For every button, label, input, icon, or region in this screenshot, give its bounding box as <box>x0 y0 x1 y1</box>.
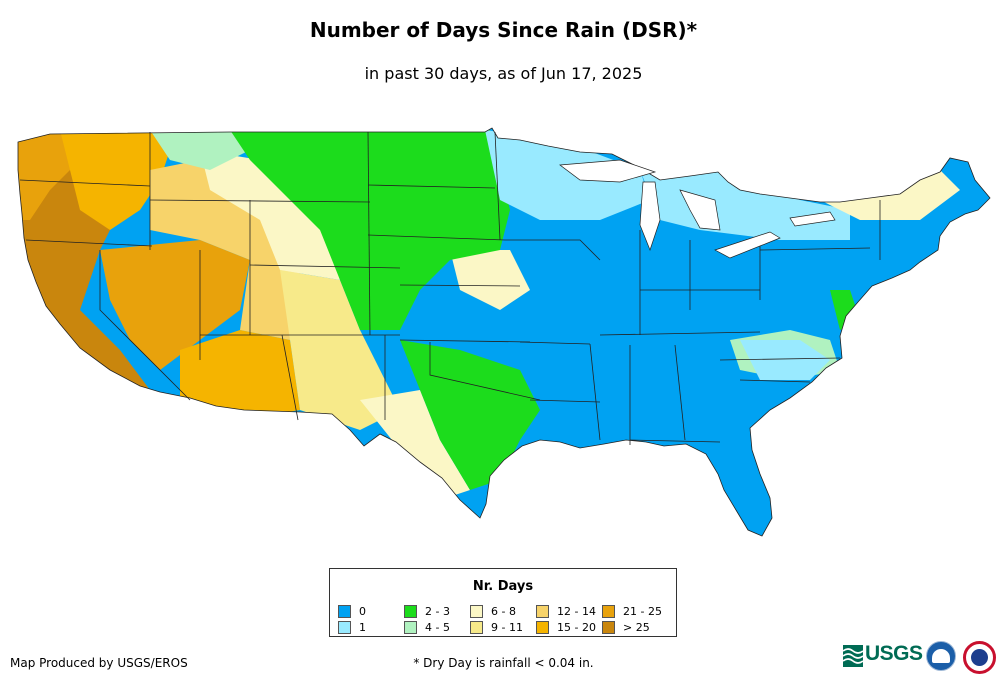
border-al-ga <box>674 344 686 441</box>
border-ne-ks <box>399 284 521 287</box>
border-nd-sd <box>367 184 496 189</box>
border-va-nc <box>719 357 841 361</box>
legend-item: 15 - 20 <box>536 619 602 635</box>
state-borders <box>17 127 991 537</box>
legend-item: 2 - 3 <box>404 603 470 619</box>
border-co-ks <box>249 264 401 269</box>
agency-logos: USGS <box>843 640 1001 674</box>
legend-item: 6 - 8 <box>470 603 536 619</box>
legend-swatch <box>602 620 615 634</box>
lake-erie <box>714 231 781 259</box>
map-title: Number of Days Since Rain (DSR)* <box>309 18 698 42</box>
border-ok-tx <box>429 342 541 401</box>
legend-label: 21 - 25 <box>623 604 662 618</box>
legend-swatch <box>470 604 483 618</box>
border-ca-nv <box>99 250 191 401</box>
map-subtitle: in past 30 days, as of Jun 17, 2025 <box>364 64 643 83</box>
footnote: * Dry Day is rainfall < 0.04 in. <box>413 656 594 670</box>
legend-grid: 0 1 2 - 3 4 - 5 6 - 8 9 - 11 12 - 14 15 - 20 21 … <box>338 603 668 635</box>
lake-superior <box>559 159 657 183</box>
map-credit: Map Produced by USGS/EROS <box>10 656 188 670</box>
border-mt-wy <box>149 199 371 203</box>
region-4-5-north <box>150 130 250 170</box>
region-2-3-plains <box>230 130 510 330</box>
legend: Nr. Days 0 1 2 - 3 4 - 5 6 - 8 9 - 11 12 - 14 1… <box>329 568 677 637</box>
noaa-bird-icon <box>932 649 950 663</box>
border-pa-ny <box>759 247 871 251</box>
region-15-20-sw <box>180 330 300 420</box>
legend-label: 12 - 14 <box>557 604 596 618</box>
usgs-wordmark: USGS <box>865 642 923 665</box>
border-tn-ky <box>599 331 761 336</box>
border-coast-outline <box>17 127 991 537</box>
region-1-north <box>485 130 650 220</box>
lake-ontario <box>789 211 836 227</box>
legend-label: 0 <box>359 604 366 618</box>
border-west-dakotas <box>367 131 371 336</box>
region-6-8-plains <box>200 150 340 280</box>
legend-swatch <box>404 604 417 618</box>
border-la-ms <box>589 343 601 441</box>
region-15-20-nw <box>60 130 170 230</box>
usgs-wave-icon <box>843 645 863 667</box>
legend-title: Nr. Days <box>472 579 534 594</box>
border-mn-east <box>494 131 501 241</box>
legend-label: 15 - 20 <box>557 620 596 634</box>
region-6-8-tx <box>360 390 470 500</box>
legend-swatch <box>338 604 351 618</box>
region-21-25-sw <box>100 240 250 370</box>
border-nc-sc <box>739 379 811 383</box>
border-sd-ne <box>367 234 506 241</box>
nws-logo <box>963 641 996 674</box>
legend-label: 4 - 5 <box>425 620 450 634</box>
region-2-3-tx <box>400 340 540 490</box>
legend-swatch <box>404 620 417 634</box>
region-1-carolinas <box>740 340 830 380</box>
legend-swatch <box>602 604 615 618</box>
legend-label: 6 - 8 <box>491 604 516 618</box>
border-or-ca <box>25 239 153 247</box>
border-ia-mo <box>505 239 601 261</box>
legend-swatch <box>338 620 351 634</box>
border-ga-fl <box>629 439 721 443</box>
legend-item: 12 - 14 <box>536 603 602 619</box>
great-lakes <box>559 159 836 259</box>
border-ks-ok <box>399 339 531 343</box>
legend-swatch <box>536 604 549 618</box>
legend-item: 0 <box>338 603 404 619</box>
legend-item: 4 - 5 <box>404 619 470 635</box>
legend-item: 9 - 11 <box>470 619 536 635</box>
border-az-nm <box>281 334 299 421</box>
region-9-11-sw <box>280 270 400 430</box>
legend-label: 9 - 11 <box>491 620 523 634</box>
legend-label: > 25 <box>623 620 650 634</box>
border-wa-or <box>19 179 151 187</box>
lake-michigan <box>639 181 661 252</box>
legend-label: 1 <box>359 620 366 634</box>
legend-item: 21 - 25 <box>602 603 668 619</box>
border-ar-la <box>529 399 601 403</box>
legend-item: > 25 <box>602 619 668 635</box>
legend-label: 2 - 3 <box>425 604 450 618</box>
nws-emblem-icon <box>971 649 988 666</box>
border-mo-ar <box>519 341 591 345</box>
lake-huron <box>679 189 721 231</box>
legend-item: 1 <box>338 619 404 635</box>
legend-swatch <box>536 620 549 634</box>
noaa-logo <box>926 641 956 671</box>
dsr-map <box>17 127 991 537</box>
region-6-8-mw <box>450 250 530 310</box>
legend-swatch <box>470 620 483 634</box>
